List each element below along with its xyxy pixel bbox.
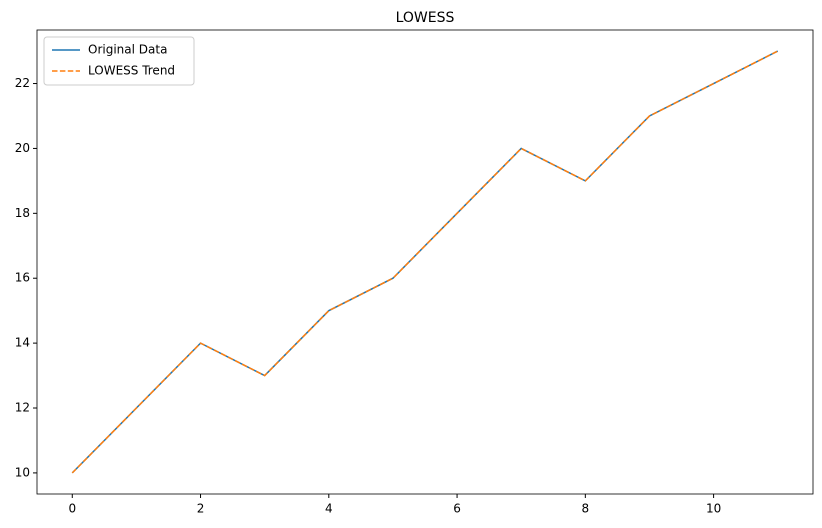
y-tick-label: 20 <box>15 141 30 155</box>
y-tick-label: 16 <box>15 271 30 285</box>
x-tick-label: 8 <box>582 502 590 516</box>
y-tick-label: 22 <box>15 76 30 90</box>
y-tick-label: 18 <box>15 206 30 220</box>
legend-label: Original Data <box>88 43 167 57</box>
line <box>71 50 779 474</box>
y-tick-label: 14 <box>15 336 30 350</box>
y-tick-label: 10 <box>15 465 30 479</box>
x-tick-label: 2 <box>197 502 205 516</box>
x-tick-label: 4 <box>325 502 333 516</box>
y-tick-label: 12 <box>15 401 30 415</box>
legend-box <box>43 36 195 86</box>
chart-title: LOWESS <box>396 10 455 26</box>
plot-frame <box>36 29 814 495</box>
legend-label: LOWESS Trend <box>88 64 175 78</box>
x-tick-label: 6 <box>453 502 461 516</box>
x-tick-label: 10 <box>706 502 721 516</box>
line <box>71 50 779 474</box>
x-tick-label: 0 <box>68 502 76 516</box>
